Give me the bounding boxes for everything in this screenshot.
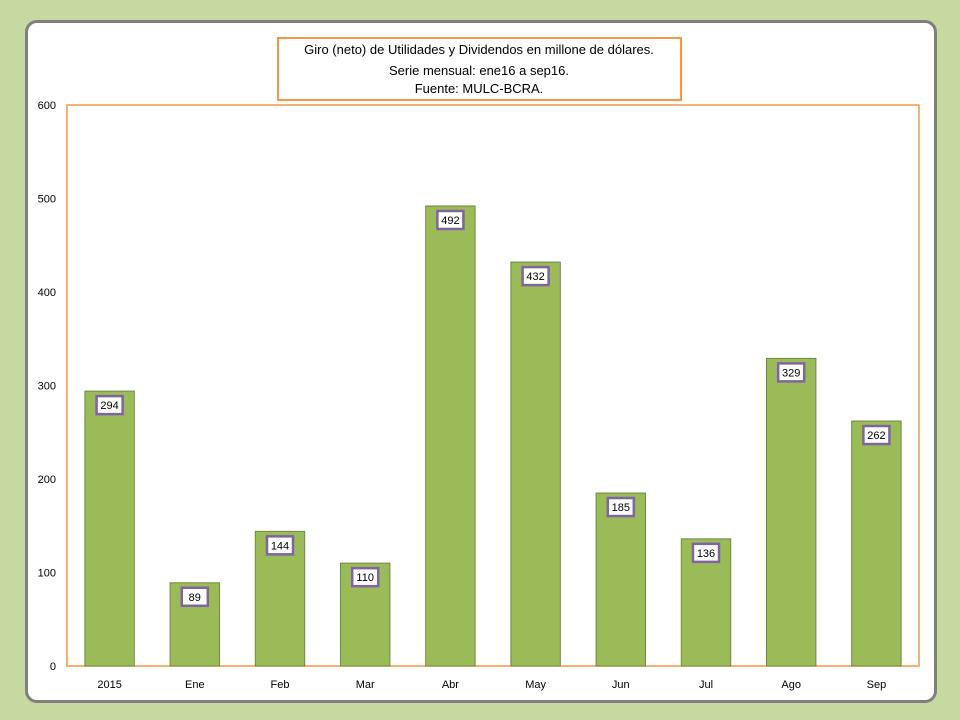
bar-Mar [339,562,391,667]
bar-Ago [765,357,817,667]
data-label-May: 432 [526,271,544,283]
bar-Jun [595,492,647,667]
y-tick-label-600: 600 [38,100,56,112]
data-label-box-Mar [350,566,380,588]
chart-title-frame [277,37,682,101]
y-axis-ticks: 0 100 200 300 400 500 600 [38,100,56,673]
data-label-Mar: 110 [356,572,374,584]
data-label-Sep: 262 [867,430,885,442]
data-label-box-Abr [436,209,465,231]
data-label-box-2015 [95,394,124,416]
x-tick-label-Jul: Jul [699,679,713,691]
data-label-box-Sep [862,424,891,446]
y-tick-label-400: 400 [38,287,56,299]
data-labels-group: 294 89 144 110 492 432 185 136 329 262 [95,209,891,608]
data-label-Jun: 185 [612,502,630,514]
x-tick-label-2015: 2015 [97,679,121,691]
x-tick-label-Sep: Sep [867,679,887,691]
data-label-box-Feb [265,535,295,556]
y-tick-label-300: 300 [38,381,56,393]
y-tick-label-0: 0 [50,661,56,673]
bar-Sep [851,420,902,667]
chart-title-line-3: Fuente: MULC-BCRA. [415,81,544,96]
bar-Abr [425,205,476,667]
x-tick-label-Feb: Feb [271,679,290,691]
chart-title-box: Giro (neto) de Utilidades y Dividendos e… [277,37,682,101]
data-label-Feb: 144 [271,540,289,552]
y-tick-label-100: 100 [38,568,56,580]
x-axis-ticks: 2015 Ene Feb Mar Abr May Jun Jul Ago Sep [97,679,886,691]
plot-area [66,104,920,667]
data-label-box-Jul [691,542,721,564]
data-label-box-Ago [776,362,806,383]
x-tick-label-Ene: Ene [185,679,205,691]
data-label-Jul: 136 [697,548,715,560]
bar-2015 [84,390,135,667]
x-tick-label-Jun: Jun [612,679,630,691]
data-label-Ago: 329 [782,367,800,379]
x-tick-label-Mar: Mar [356,679,375,691]
chart-title-line-2: Serie mensual: ene16 a sep16. [389,63,569,78]
data-label-box-Jun [606,496,636,518]
y-tick-label-200: 200 [38,474,56,486]
data-label-box-May [521,265,550,287]
x-tick-label-Ago: Ago [781,679,801,691]
bar-May [510,261,561,667]
data-label-Abr: 492 [441,215,459,227]
y-tick-label-500: 500 [38,194,56,206]
data-label-2015: 294 [100,400,118,412]
x-tick-label-May: May [525,679,546,691]
data-label-Ene: 89 [189,592,201,604]
x-tick-label-Abr: Abr [442,679,459,691]
data-label-box-Ene [180,586,210,608]
chart-title-line-1: Giro (neto) de Utilidades y Dividendos e… [304,42,654,57]
